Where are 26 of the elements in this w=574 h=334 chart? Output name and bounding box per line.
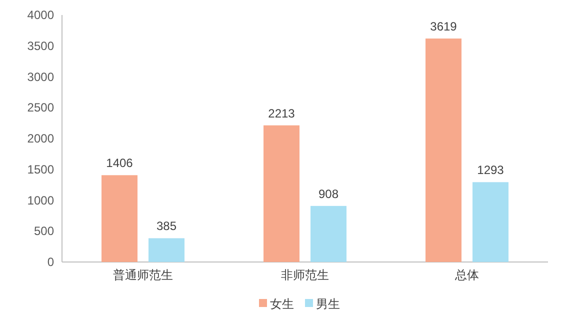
bar <box>472 182 508 262</box>
x-tick-label: 总体 <box>454 268 479 282</box>
data-label: 2213 <box>268 106 296 120</box>
data-label: 385 <box>156 219 177 234</box>
y-tick-label: 4000 <box>27 8 54 22</box>
y-tick-label: 2500 <box>27 100 54 115</box>
data-label: 1406 <box>106 156 134 170</box>
y-tick-label: 2000 <box>27 132 54 146</box>
bar <box>102 175 138 262</box>
data-label: 3619 <box>430 20 458 34</box>
bar <box>426 38 462 262</box>
legend-label: 男生 <box>316 297 340 311</box>
y-tick-label: 500 <box>34 224 54 238</box>
data-label: 908 <box>318 186 339 201</box>
bar <box>148 238 184 262</box>
bar <box>264 125 300 262</box>
x-tick-label: 普通师范生 <box>113 268 173 282</box>
y-tick-label: 1000 <box>27 193 54 208</box>
x-tick-label: 非师范生 <box>281 268 329 282</box>
legend-label: 女生 <box>270 297 294 311</box>
y-tick-label: 0 <box>47 255 54 269</box>
bar <box>310 206 346 262</box>
data-label: 1293 <box>477 163 504 178</box>
y-tick-label: 3000 <box>27 70 54 84</box>
y-tick-label: 1500 <box>27 162 54 176</box>
y-tick-label: 3500 <box>27 38 54 53</box>
